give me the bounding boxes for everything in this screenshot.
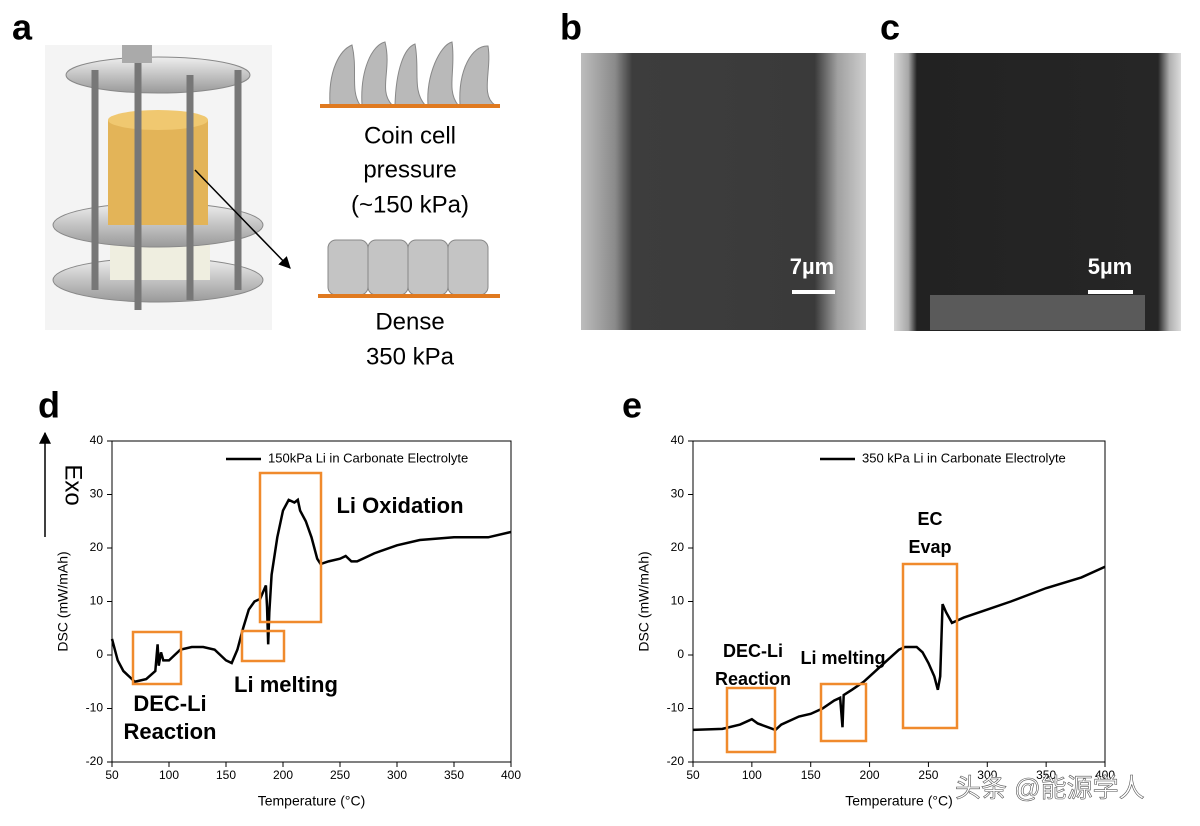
y-tick-label: 40 [671,433,685,447]
x-tick-label: 150 [216,768,236,782]
highlight-box [131,630,183,686]
panel-label: a [12,7,33,48]
x-tick-label: 200 [860,768,880,782]
schematic-label: (~150 kPa) [351,191,469,218]
annotation: EC [917,509,942,529]
watermark: 头条 @能源学人 [955,773,1145,803]
x-tick-label: 400 [501,768,521,782]
y-tick-label: 30 [90,487,104,501]
x-tick-label: 400 [1095,768,1115,782]
y-tick-label: 40 [90,433,104,447]
y-tick-label: 30 [671,487,685,501]
annotation: Evap [908,537,951,557]
y-tick-label: 10 [671,594,685,608]
highlight-box [901,562,959,730]
sem-substrate [930,295,1145,330]
panel-label: e [622,385,642,426]
y-tick-label: 20 [671,540,685,554]
x-tick-label: 100 [742,768,762,782]
x-tick-label: 300 [387,768,407,782]
x-tick-label: 200 [273,768,293,782]
annotation: DEC-Li [133,691,206,716]
highlight-box [725,686,777,754]
plot-frame [692,440,1106,763]
schematic-label: Coin cell [364,122,456,149]
y-tick-label: -10 [667,701,685,715]
x-tick-label: 250 [330,768,350,782]
y-tick-label: -20 [86,754,104,768]
legend-label: 350 kPa Li in Carbonate Electrolyte [862,450,1066,465]
schematic-label: 350 kPa [366,343,455,370]
x-tick-label: 350 [444,768,464,782]
y-tick-label: 10 [90,594,104,608]
x-tick-label: 250 [918,768,938,782]
x-tick-label: 150 [801,768,821,782]
x-axis-label: Temperature (°C) [845,793,953,809]
y-tick-label: 20 [90,540,104,554]
highlight-box [819,682,868,743]
scale-bar-label: 7µm [790,254,834,279]
y-tick-label: -10 [86,701,104,715]
annotation: Li Oxidation [336,493,463,518]
schematic-label: Dense [375,308,444,335]
y-tick-label: 0 [96,647,103,661]
highlight-box [258,471,323,624]
annotation: Li melting [801,648,886,668]
x-tick-label: 100 [159,768,179,782]
panel-label: d [38,385,60,426]
annotation: Reaction [715,669,791,689]
highlight-box [240,629,286,663]
y-tick-label: 0 [677,647,684,661]
panel-label: c [880,7,900,48]
annotation: Reaction [124,719,217,744]
panel-a-illustration [45,41,500,330]
schematic-label: pressure [363,156,456,183]
x-tick-label: 350 [1036,768,1056,782]
legend-label: 150kPa Li in Carbonate Electrolyte [268,450,468,465]
panel-label: b [560,7,582,48]
sem-image-b [581,53,866,330]
x-tick-label: 50 [686,768,700,782]
x-tick-label: 50 [105,768,119,782]
annotation: DEC-Li [723,641,783,661]
y-tick-label: -20 [667,754,685,768]
y-axis-label: DSC (mW/mAh) [55,551,71,651]
annotation: Li melting [234,672,338,697]
y-axis-label: DSC (mW/mAh) [636,551,652,651]
scale-bar-label: 5µm [1088,254,1132,279]
x-tick-label: 300 [977,768,997,782]
x-axis-label: Temperature (°C) [258,793,366,809]
exo-label: Exo [60,464,87,505]
sem-image-c [894,53,1181,331]
data-line [110,497,512,684]
